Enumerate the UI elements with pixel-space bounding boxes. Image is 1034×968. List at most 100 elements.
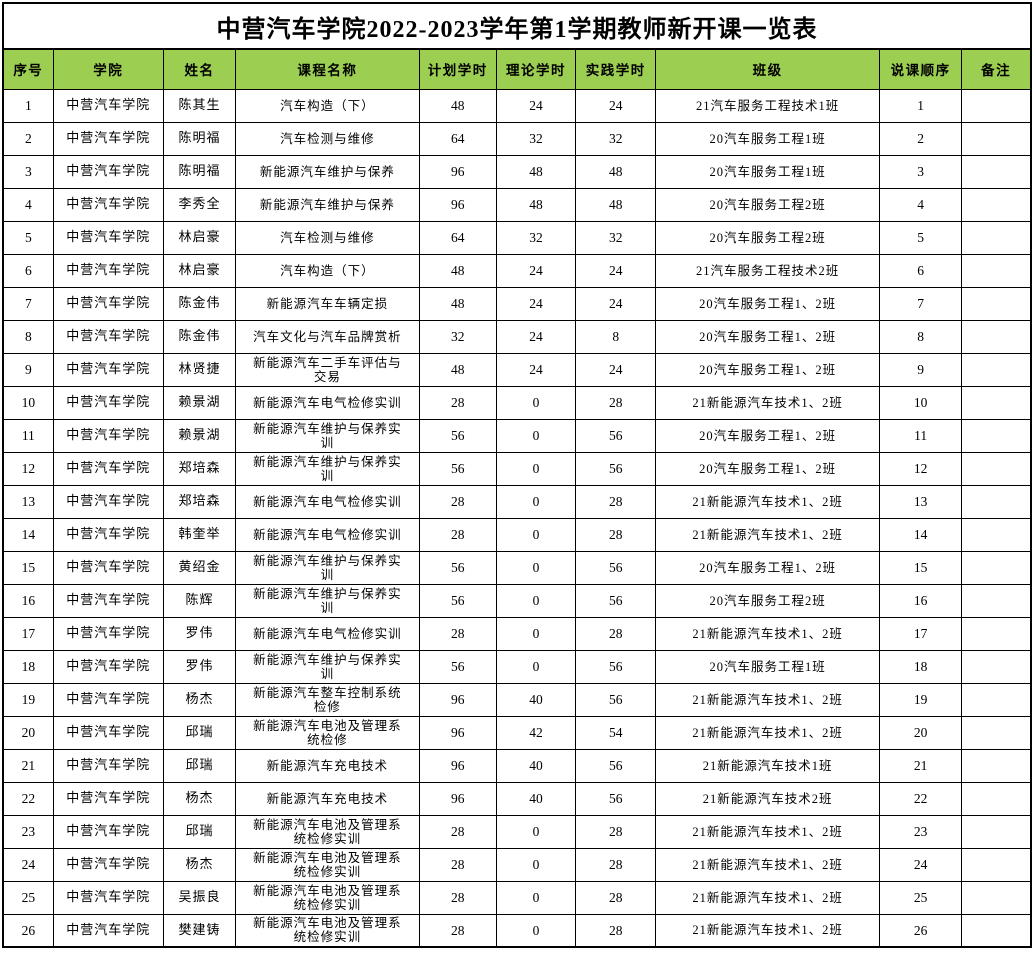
theory-hours-cell: 24 [495, 253, 577, 288]
theory-hours-cell: 24 [495, 88, 577, 123]
index-cell: 17 [2, 616, 54, 651]
course-name-cell: 新能源汽车充电技术 [235, 748, 420, 783]
index-cell: 20 [2, 715, 54, 750]
practice-hours-cell: 24 [575, 88, 657, 123]
column-header-theory-hours: 理论学时 [495, 48, 577, 90]
college-cell: 中营汽车学院 [52, 814, 164, 849]
college-cell: 中营汽车学院 [52, 253, 164, 288]
theory-hours-cell: 32 [495, 121, 577, 156]
teacher-name-cell: 樊建铸 [162, 913, 237, 948]
theory-hours-cell: 32 [495, 220, 577, 255]
class-cell: 21新能源汽车技术1、2班 [655, 385, 880, 420]
index-cell: 6 [2, 253, 54, 288]
course-name-cell: 新能源汽车二手车评估与交易 [235, 352, 420, 387]
teacher-name-cell: 杨杰 [162, 781, 237, 816]
course-name-cell: 新能源汽车维护与保养实训 [235, 451, 420, 486]
planned-hours-cell: 28 [418, 484, 497, 519]
lecture-order-cell: 10 [878, 385, 963, 420]
teacher-name-cell: 邱瑞 [162, 748, 237, 783]
index-cell: 11 [2, 418, 54, 453]
class-cell: 20汽车服务工程1班 [655, 649, 880, 684]
practice-hours-cell: 28 [575, 385, 657, 420]
index-cell: 18 [2, 649, 54, 684]
class-cell: 20汽车服务工程2班 [655, 220, 880, 255]
planned-hours-cell: 96 [418, 187, 497, 222]
course-name-cell: 汽车检测与维修 [235, 121, 420, 156]
column-header-planned-hours: 计划学时 [418, 48, 497, 90]
lecture-order-cell: 6 [878, 253, 963, 288]
lecture-order-cell: 22 [878, 781, 963, 816]
course-name-cell: 新能源汽车电池及管理系统检修实训 [235, 847, 420, 882]
theory-hours-cell: 24 [495, 352, 577, 387]
column-header-index: 序号 [2, 48, 54, 90]
new-course-table: 中营汽车学院2022-2023学年第1学期教师新开课一览表 序号 学院 姓名 课程名称… [2, 2, 1032, 948]
college-cell: 中营汽车学院 [52, 352, 164, 387]
practice-hours-cell: 56 [575, 682, 657, 717]
class-cell: 21新能源汽车技术1、2班 [655, 484, 880, 519]
theory-hours-cell: 40 [495, 682, 577, 717]
practice-hours-cell: 8 [575, 319, 657, 354]
planned-hours-cell: 28 [418, 847, 497, 882]
remarks-cell [961, 748, 1032, 783]
index-cell: 16 [2, 583, 54, 618]
lecture-order-cell: 12 [878, 451, 963, 486]
college-cell: 中营汽车学院 [52, 748, 164, 783]
practice-hours-cell: 48 [575, 187, 657, 222]
table-row: 4 中营汽车学院 李秀全 新能源汽车维护与保养 96 48 48 20汽车服务工程2班 4 [2, 187, 1032, 222]
index-cell: 10 [2, 385, 54, 420]
course-name-cell: 新能源汽车维护与保养 [235, 154, 420, 189]
practice-hours-cell: 28 [575, 913, 657, 948]
table-row: 26 中营汽车学院 樊建铸 新能源汽车电池及管理系统检修实训 28 0 28 21新能源汽车技… [2, 913, 1032, 948]
course-name-cell: 新能源汽车整车控制系统检修 [235, 682, 420, 717]
class-cell: 20汽车服务工程2班 [655, 583, 880, 618]
course-name-cell: 汽车检测与维修 [235, 220, 420, 255]
teacher-name-cell: 李秀全 [162, 187, 237, 222]
class-cell: 21新能源汽车技术1、2班 [655, 715, 880, 750]
teacher-name-cell: 陈金伟 [162, 286, 237, 321]
index-cell: 9 [2, 352, 54, 387]
college-cell: 中营汽车学院 [52, 187, 164, 222]
remarks-cell [961, 682, 1032, 717]
course-name-cell: 新能源汽车维护与保养实训 [235, 418, 420, 453]
lecture-order-cell: 7 [878, 286, 963, 321]
index-cell: 12 [2, 451, 54, 486]
remarks-cell [961, 880, 1032, 915]
table-row: 16 中营汽车学院 陈辉 新能源汽车维护与保养实训 56 0 56 20汽车服务工程2班 16 [2, 583, 1032, 618]
course-name-cell: 汽车文化与汽车品牌赏析 [235, 319, 420, 354]
table-row: 10 中营汽车学院 赖景湖 新能源汽车电气检修实训 28 0 28 21新能源汽车技术1、2班… [2, 385, 1032, 420]
theory-hours-cell: 48 [495, 187, 577, 222]
remarks-cell [961, 616, 1032, 651]
college-cell: 中营汽车学院 [52, 220, 164, 255]
course-name-cell: 新能源汽车电气检修实训 [235, 484, 420, 519]
class-cell: 21新能源汽车技术1、2班 [655, 682, 880, 717]
lecture-order-cell: 13 [878, 484, 963, 519]
course-name-cell: 新能源汽车维护与保养实训 [235, 583, 420, 618]
lecture-order-cell: 9 [878, 352, 963, 387]
lecture-order-cell: 19 [878, 682, 963, 717]
teacher-name-cell: 吴振良 [162, 880, 237, 915]
index-cell: 13 [2, 484, 54, 519]
table-row: 24 中营汽车学院 杨杰 新能源汽车电池及管理系统检修实训 28 0 28 21新能源汽车技术… [2, 847, 1032, 882]
planned-hours-cell: 96 [418, 715, 497, 750]
class-cell: 20汽车服务工程1班 [655, 154, 880, 189]
teacher-name-cell: 赖景湖 [162, 385, 237, 420]
class-cell: 20汽车服务工程1、2班 [655, 418, 880, 453]
teacher-name-cell: 杨杰 [162, 847, 237, 882]
table-row: 25 中营汽车学院 吴振良 新能源汽车电池及管理系统检修实训 28 0 28 21新能源汽车技… [2, 880, 1032, 915]
practice-hours-cell: 54 [575, 715, 657, 750]
practice-hours-cell: 48 [575, 154, 657, 189]
teacher-name-cell: 林贤捷 [162, 352, 237, 387]
college-cell: 中营汽车学院 [52, 154, 164, 189]
lecture-order-cell: 21 [878, 748, 963, 783]
practice-hours-cell: 28 [575, 847, 657, 882]
course-name-cell: 新能源汽车电池及管理系统检修实训 [235, 814, 420, 849]
index-cell: 24 [2, 847, 54, 882]
remarks-cell [961, 715, 1032, 750]
practice-hours-cell: 28 [575, 484, 657, 519]
planned-hours-cell: 56 [418, 649, 497, 684]
page-title: 中营汽车学院2022-2023学年第1学期教师新开课一览表 [2, 2, 1032, 50]
course-name-cell: 新能源汽车电池及管理系统检修实训 [235, 880, 420, 915]
course-name-cell: 新能源汽车充电技术 [235, 781, 420, 816]
theory-hours-cell: 0 [495, 517, 577, 552]
practice-hours-cell: 32 [575, 121, 657, 156]
